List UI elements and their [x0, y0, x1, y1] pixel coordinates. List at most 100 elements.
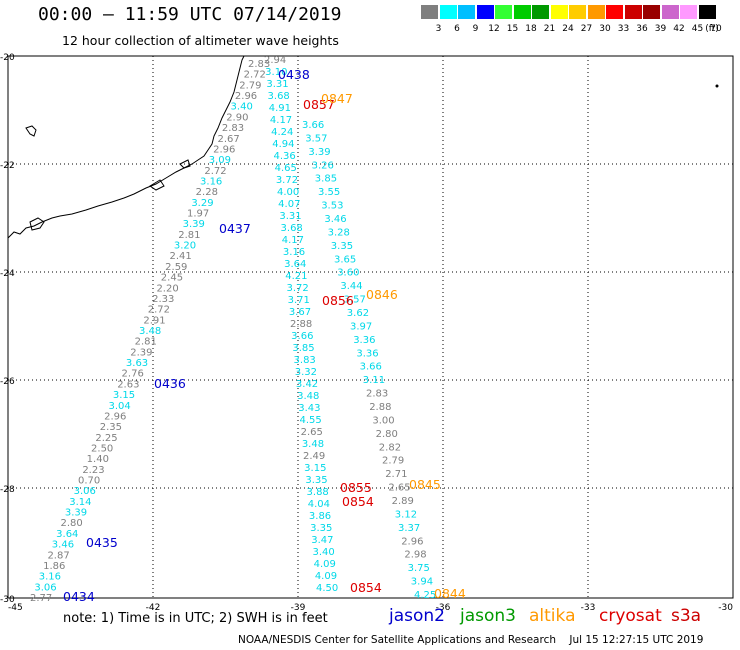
legend-label: 33	[617, 24, 630, 34]
legend-unit: (ft)	[705, 24, 719, 34]
swh-value-label: 4.94	[272, 139, 294, 150]
swh-value-label: 3.47	[311, 535, 333, 546]
swh-value-label: 2.20	[156, 283, 178, 294]
swh-value-label: 3.42	[296, 379, 318, 390]
swh-value-label: 2.67	[217, 134, 239, 145]
swh-value-label: 4.91	[269, 103, 291, 114]
coastline	[7, 55, 719, 239]
swh-value-label: 3.72	[276, 175, 298, 186]
swh-value-label: 2.79	[239, 80, 261, 91]
swh-value-label: 3.66	[302, 120, 324, 131]
swh-value-label: 2.90	[226, 112, 248, 123]
swh-value-label: 4.09	[314, 559, 336, 570]
swh-value-label: 3.57	[305, 133, 327, 144]
swh-value-label: 3.36	[356, 348, 378, 359]
swh-value-label: 2.80	[376, 429, 398, 440]
swh-value-label: 3.48	[302, 439, 324, 450]
swh-value-label: 4.17	[270, 115, 292, 126]
swh-value-label: 3.48	[139, 326, 161, 337]
lon-tick-label: -42	[146, 603, 161, 613]
swh-value-label: 3.68	[268, 91, 290, 102]
pass-time-label: 0854	[342, 494, 374, 509]
swh-value-label: 2.28	[196, 187, 218, 198]
swh-value-label: 2.81	[178, 230, 200, 241]
swh-value-label: 3.75	[408, 563, 430, 574]
swh-value-label: 2.35	[100, 422, 122, 433]
swh-value-label: 2.83	[248, 59, 270, 70]
legend-swatch	[476, 5, 494, 19]
legend-swatch	[680, 5, 697, 19]
swh-value-label: 3.53	[321, 201, 343, 212]
swh-value-label: 2.89	[392, 496, 414, 507]
swh-value-label: 2.72	[244, 70, 266, 81]
swh-value-label: 3.83	[294, 355, 316, 366]
swh-value-label: 3.97	[350, 321, 372, 332]
swh-value-label: 2.94	[264, 55, 286, 66]
swh-value-label: 3.04	[108, 401, 130, 412]
swh-value-label: 3.39	[65, 508, 87, 519]
legend-label: 6	[454, 24, 460, 34]
altimeter-track-c: 3.66 3.57 3.39 3.26 3.85 3.55 3.53 3.46 3.28 3.35…	[302, 120, 436, 601]
swh-value-label: 3.15	[304, 463, 326, 474]
swh-value-label: 3.46	[52, 540, 74, 551]
altimeter-track-a: 2.773.063.161.862.873.463.642.803.393.14…	[30, 59, 270, 604]
swh-value-label: 4.25	[414, 590, 436, 601]
swh-value-label: 2.59	[165, 262, 187, 273]
legend-label: 9	[472, 24, 479, 34]
swh-value-label: 3.14	[69, 497, 91, 508]
swh-value-label: 2.83	[366, 389, 388, 400]
legend-swatch	[458, 5, 475, 19]
swh-value-label: 4.36	[273, 151, 295, 162]
swh-value-label: 2.96	[401, 536, 423, 547]
pass-time-labels: 0438043704360435043408570856085508540854…	[63, 67, 466, 604]
legend-swatch	[532, 5, 549, 19]
legend-swatch	[513, 5, 531, 19]
swh-value-label: 3.11	[363, 375, 385, 386]
swh-value-label: 4.65	[275, 163, 297, 174]
swh-value-label: 2.76	[122, 369, 144, 380]
swh-value-label: 3.06	[34, 582, 56, 593]
swh-value-label: 2.91	[143, 315, 165, 326]
swh-value-label: 3.12	[395, 509, 417, 520]
mission-label: cryosat	[599, 606, 662, 626]
swh-value-label: 3.31	[266, 79, 288, 90]
swh-value-label: 2.45	[161, 273, 183, 284]
mission-label: jason3	[460, 606, 516, 626]
legend-label: 3	[435, 24, 442, 34]
pass-time-label: 0846	[366, 287, 398, 302]
footer-note: note: 1) Time is in UTC; 2) SWH is in fe…	[63, 611, 328, 626]
swh-value-label: 2.72	[204, 166, 226, 177]
swh-value-label: 3.67	[289, 307, 311, 318]
legend-swatch	[569, 5, 586, 19]
swh-value-label: 3.57	[344, 295, 366, 306]
swh-value-label: 2.98	[404, 550, 426, 561]
swh-value-label: 2.33	[152, 294, 174, 305]
lat-tick-label: -28	[0, 485, 15, 495]
swh-value-label: 4.24	[271, 127, 293, 138]
legend-swatch	[421, 5, 438, 19]
legend-swatch	[643, 5, 660, 19]
swh-value-label: 3.71	[288, 295, 310, 306]
swh-value-label: 2.79	[382, 456, 404, 467]
altimeter-track-b: 2.943.103.313.684.914.174.244.944.364.65…	[264, 55, 338, 594]
page-subtitle: 12 hour collection of altimeter wave hei…	[62, 33, 339, 48]
pass-time-label: 0437	[219, 221, 251, 236]
island-shape	[25, 125, 37, 137]
legend-swatch	[624, 5, 642, 19]
swh-value-label: 3.39	[308, 147, 330, 158]
swh-value-label: 3.44	[340, 281, 362, 292]
swh-value-label: 3.46	[324, 214, 346, 225]
swh-value-label: 4.21	[285, 271, 307, 282]
grid-lines	[8, 56, 733, 598]
swh-value-label: 3.15	[113, 390, 135, 401]
legend-swatch	[698, 5, 716, 19]
legend-label: 42	[673, 24, 685, 34]
swh-value-label: 3.63	[126, 358, 148, 369]
lon-tick-label: -45	[8, 603, 23, 613]
swh-value-label: 2.49	[303, 451, 325, 462]
pass-time-label: 0847	[321, 91, 353, 106]
swh-value-label: 3.66	[291, 331, 313, 342]
legend-label: 27	[580, 24, 593, 34]
footer-credit: NOAA/NESDIS Center for Satellite Applica…	[238, 634, 704, 646]
swh-value-label: 2.88	[290, 319, 312, 330]
